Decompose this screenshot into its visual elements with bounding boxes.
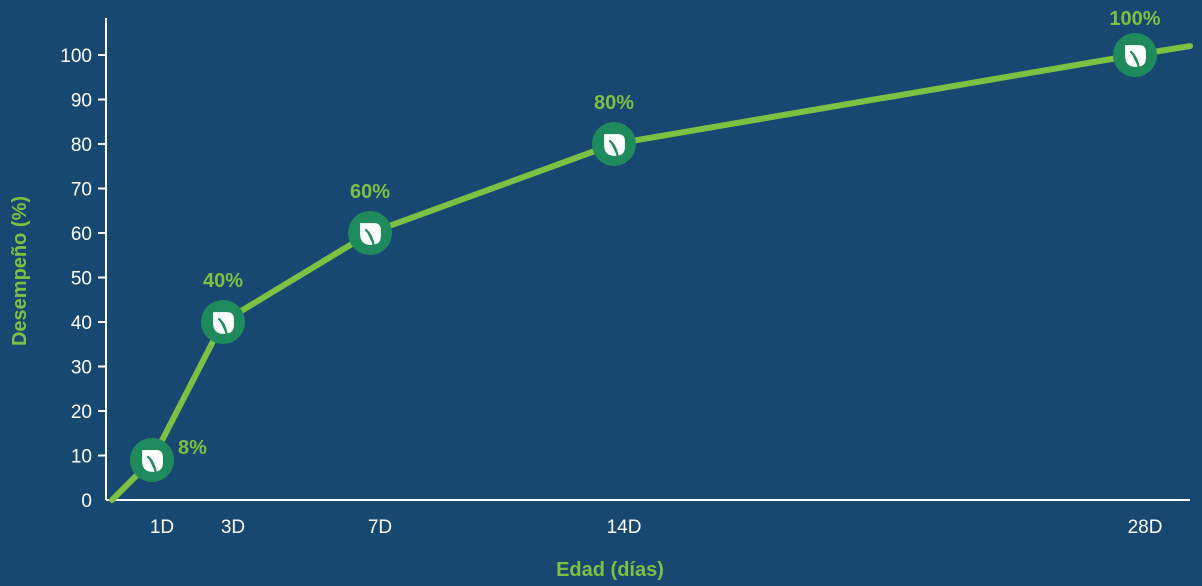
y-tick-label: 10 (71, 447, 92, 468)
x-axis-title: Edad (días) (556, 559, 664, 581)
data-point-marker (592, 122, 636, 166)
data-labels: 8% 40% 60% 80% 100% (178, 8, 1161, 459)
x-axis-ticks: 1D 3D 7D 14D 28D (150, 517, 1163, 538)
leaf-icon (601, 131, 628, 160)
y-tick-label: 50 (71, 269, 92, 290)
y-axis-ticks: 0 10 20 30 40 50 60 70 80 90 100 (60, 46, 106, 512)
data-markers (130, 33, 1157, 482)
data-label: 80% (594, 92, 634, 114)
data-point-marker (201, 300, 245, 344)
data-label: 60% (350, 181, 390, 203)
leaf-icon (210, 309, 237, 338)
y-tick-label: 20 (71, 402, 92, 423)
leaf-icon (139, 447, 166, 476)
x-tick-label: 28D (1128, 517, 1163, 538)
x-tick-label: 1D (150, 517, 174, 538)
y-axis-title: Desempeño (%) (9, 196, 31, 346)
data-point-marker (1113, 33, 1157, 77)
x-tick-label: 14D (607, 517, 642, 538)
y-tick-label: 90 (71, 91, 92, 112)
y-tick-label: 70 (71, 180, 92, 201)
leaf-icon (1122, 42, 1149, 71)
y-tick-label: 100 (60, 46, 92, 67)
y-tick-label: 30 (71, 358, 92, 379)
data-label: 100% (1109, 8, 1160, 30)
data-point-marker (130, 437, 174, 482)
x-tick-label: 3D (221, 517, 245, 538)
y-tick-label: 40 (71, 313, 92, 334)
data-label: 40% (203, 270, 243, 292)
data-label: 8% (178, 437, 207, 459)
data-point-marker (348, 211, 392, 255)
chart-axes (105, 18, 1190, 501)
y-tick-label: 60 (71, 224, 92, 245)
y-tick-label: 0 (81, 491, 92, 512)
leaf-icon (357, 220, 384, 249)
y-tick-label: 80 (71, 135, 92, 156)
x-tick-label: 7D (368, 517, 392, 538)
series-line (109, 43, 1193, 503)
